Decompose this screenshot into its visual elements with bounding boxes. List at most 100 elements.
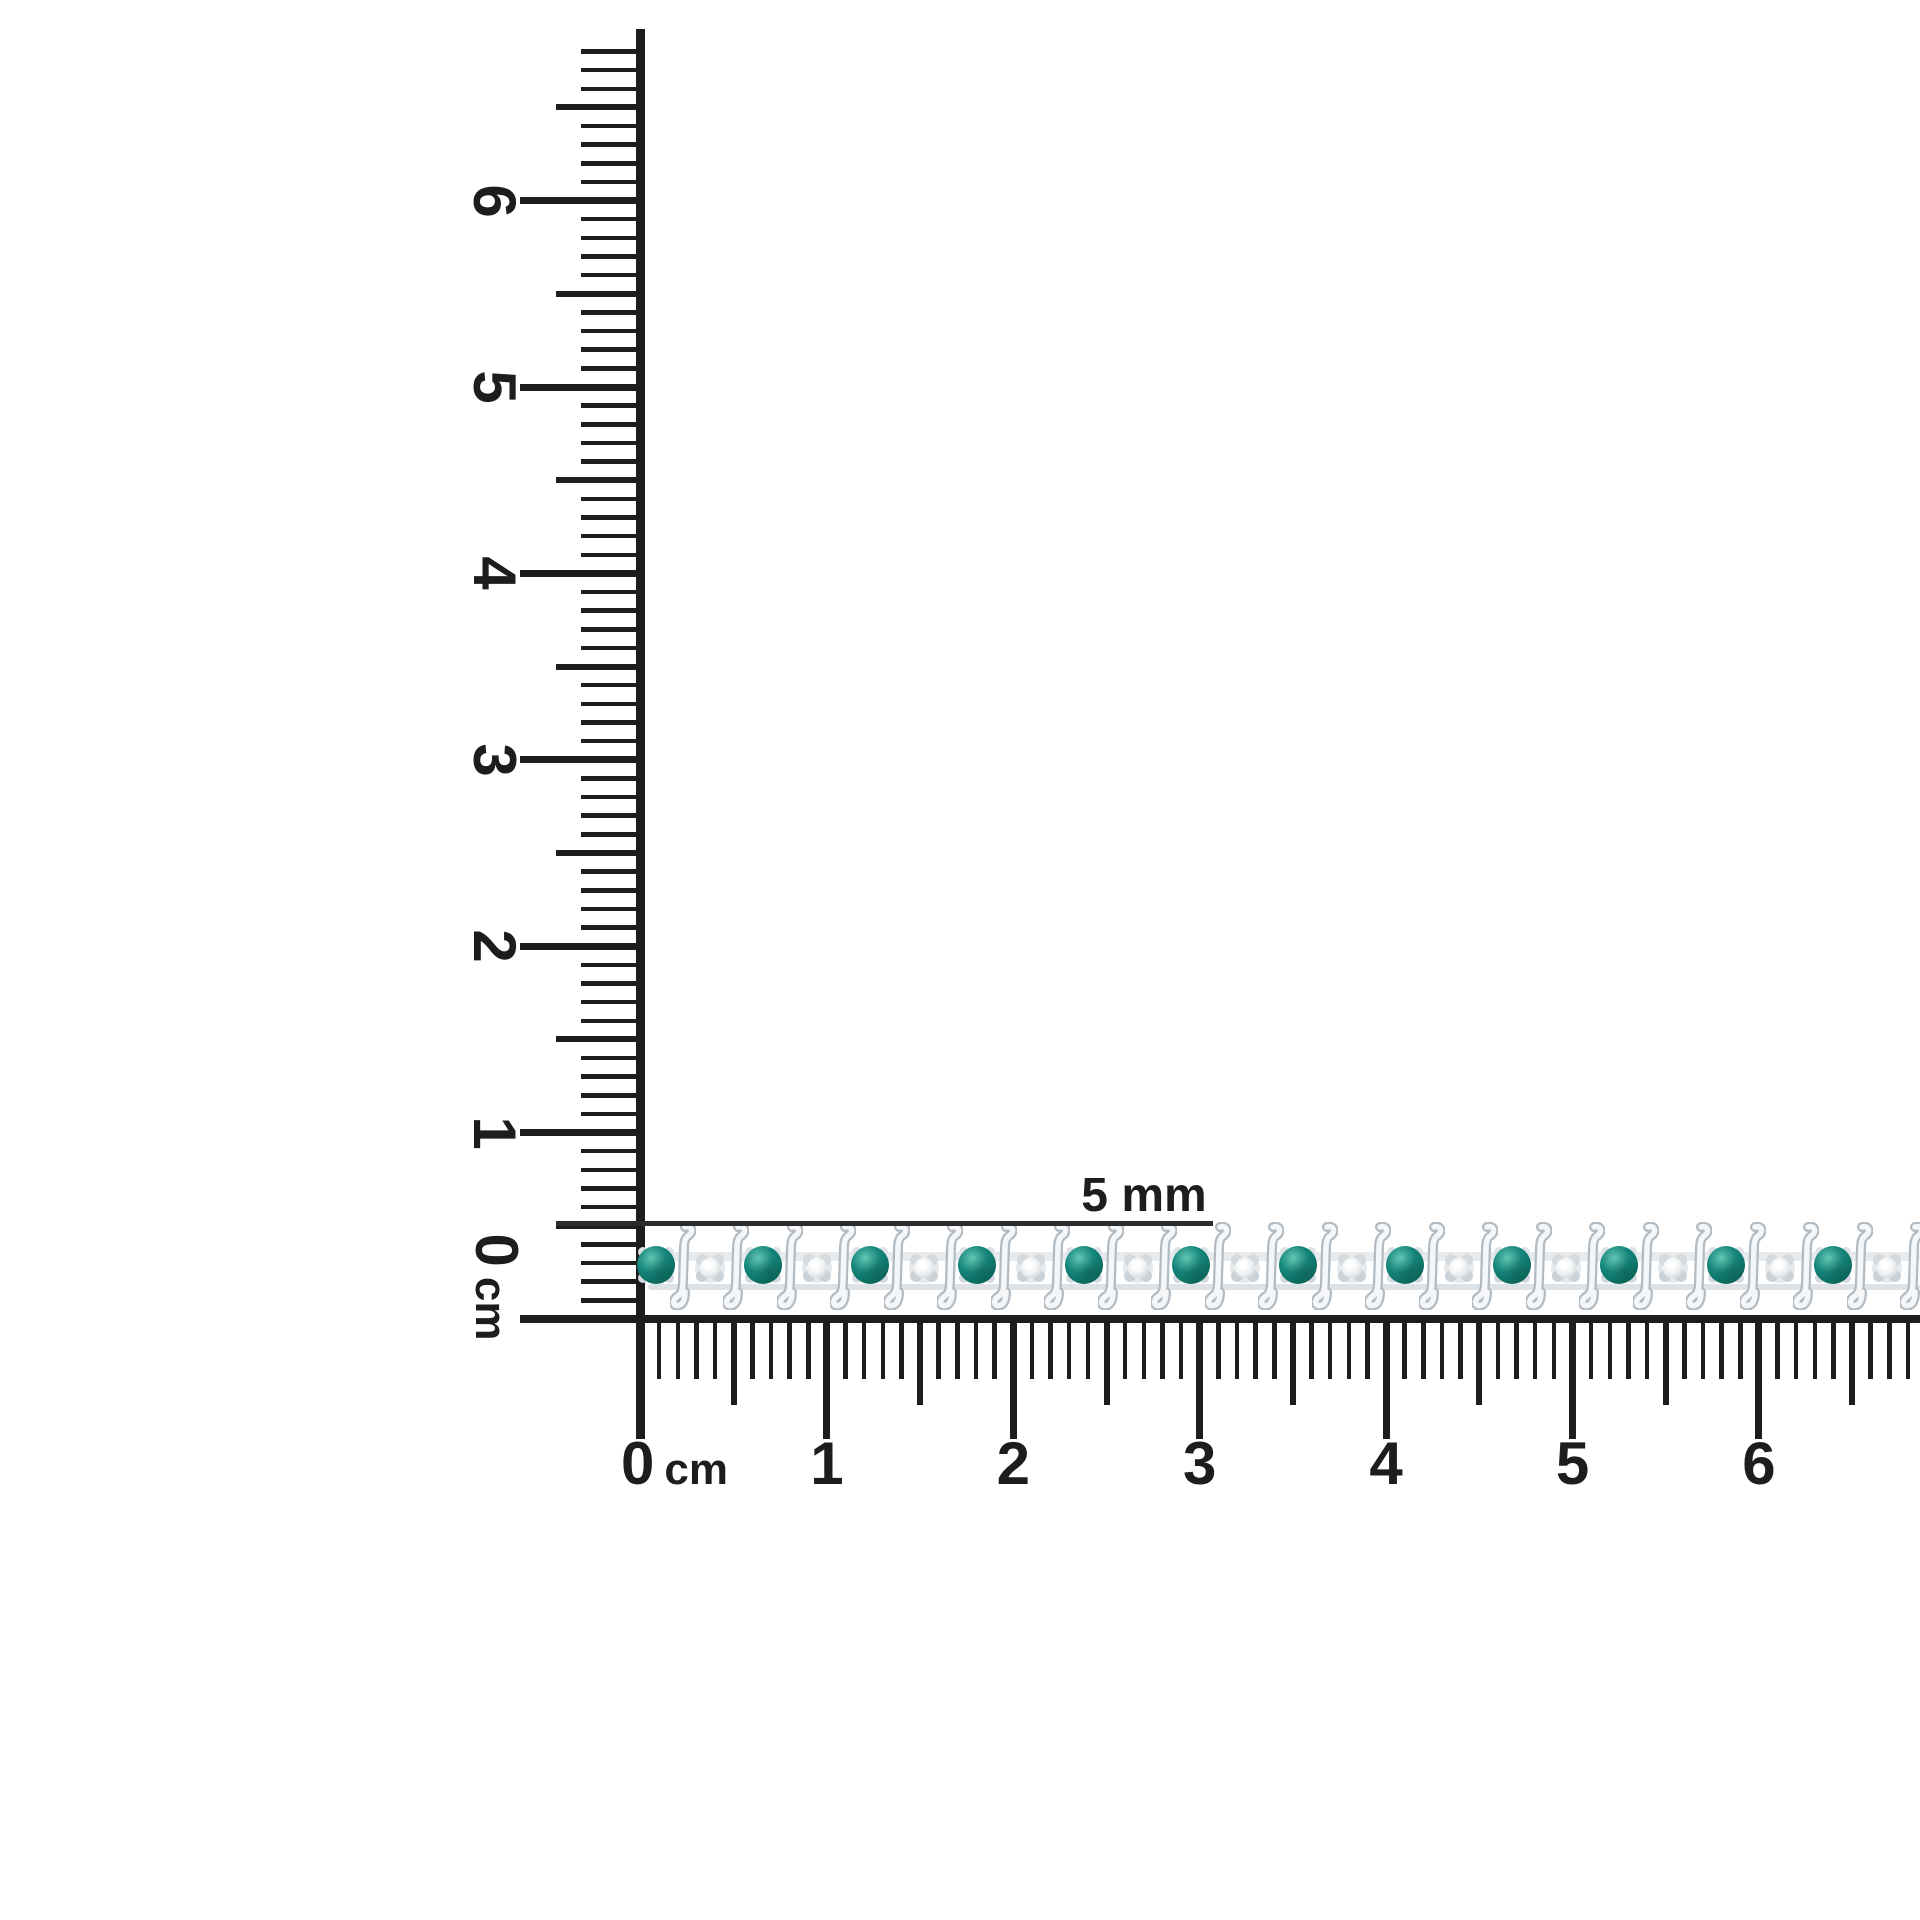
- horizontal-half-cm-tick: [730, 1323, 737, 1405]
- vertical-mm-tick: [581, 515, 636, 520]
- s-link: [989, 1221, 1018, 1315]
- vertical-mm-tick: [581, 869, 636, 874]
- vertical-mm-tick: [581, 235, 636, 241]
- bracelet-band-bar: [648, 1284, 1920, 1290]
- vertical-zero-digit: 0: [463, 1233, 530, 1267]
- vertical-ruler-number: 6: [461, 183, 528, 218]
- horizontal-zero-digit: 0: [621, 1430, 655, 1497]
- s-link: [1363, 1221, 1392, 1315]
- s-link: [1684, 1221, 1713, 1315]
- s-link: [775, 1221, 804, 1315]
- vertical-mm-tick: [581, 701, 636, 707]
- vertical-mm-tick: [581, 1298, 636, 1303]
- horizontal-ruler-number: 5: [1555, 1430, 1590, 1497]
- vertical-half-cm-tick: [556, 477, 636, 484]
- vertical-mm-tick: [581, 347, 636, 352]
- vertical-mm-tick: [581, 1204, 636, 1210]
- vertical-mm-tick: [581, 142, 636, 147]
- vertical-ruler-zero-label: 0 cm: [463, 1234, 530, 1341]
- emerald-stone: [1065, 1246, 1103, 1284]
- horizontal-cm-tick: [1009, 1323, 1017, 1439]
- horizontal-unit-label: cm: [664, 1445, 728, 1494]
- horizontal-mm-tick: [861, 1323, 867, 1379]
- vertical-half-cm-tick: [556, 1036, 636, 1043]
- vertical-mm-tick: [581, 533, 636, 539]
- s-link: [1149, 1221, 1178, 1315]
- diamond-stone: [1662, 1258, 1683, 1278]
- diamond-stone: [1555, 1258, 1576, 1278]
- horizontal-mm-tick: [1066, 1323, 1072, 1379]
- horizontal-half-cm-tick: [1849, 1323, 1856, 1405]
- horizontal-mm-tick: [1029, 1323, 1035, 1379]
- horizontal-mm-tick: [712, 1323, 718, 1379]
- emerald-stone: [1814, 1246, 1852, 1284]
- horizontal-half-cm-tick: [1289, 1323, 1296, 1405]
- s-link: [1738, 1221, 1767, 1315]
- diamond-stone: [913, 1258, 934, 1278]
- horizontal-cm-tick: [1382, 1323, 1390, 1439]
- vertical-mm-tick: [581, 1093, 636, 1098]
- diamond-stone: [806, 1258, 827, 1278]
- vertical-mm-tick: [581, 906, 636, 912]
- horizontal-mm-tick: [1160, 1323, 1165, 1379]
- vertical-mm-tick: [581, 403, 636, 408]
- vertical-mm-tick: [581, 366, 636, 371]
- vertical-mm-tick: [581, 682, 636, 688]
- horizontal-mm-tick: [1588, 1323, 1594, 1379]
- horizontal-mm-tick: [1141, 1323, 1147, 1379]
- emerald-stone: [1493, 1246, 1531, 1284]
- horizontal-mm-tick: [1514, 1323, 1519, 1379]
- vertical-mm-tick: [581, 310, 636, 315]
- diamond-stone: [1448, 1258, 1469, 1278]
- vertical-cm-tick: [520, 756, 636, 764]
- emerald-stone: [1600, 1246, 1638, 1284]
- vertical-mm-tick: [581, 179, 636, 185]
- vertical-half-cm-tick: [556, 104, 636, 111]
- vertical-mm-tick: [581, 86, 636, 91]
- dimension-line: [556, 1221, 1213, 1226]
- diamond-stone: [699, 1258, 720, 1278]
- horizontal-half-cm-tick: [1103, 1323, 1110, 1405]
- vertical-mm-tick: [581, 794, 636, 800]
- vertical-mm-tick: [581, 1148, 636, 1154]
- vertical-mm-tick: [581, 981, 636, 986]
- vertical-half-cm-tick: [556, 663, 636, 670]
- vertical-mm-tick: [581, 589, 636, 595]
- horizontal-mm-tick: [675, 1323, 681, 1379]
- horizontal-mm-tick: [1738, 1323, 1743, 1379]
- diamond-stone: [1341, 1258, 1362, 1278]
- vertical-mm-tick: [581, 1242, 636, 1247]
- horizontal-cm-tick: [1569, 1323, 1576, 1439]
- diamond-stone: [1769, 1258, 1790, 1278]
- s-link: [1417, 1221, 1446, 1315]
- vertical-ruler-number: 2: [461, 929, 528, 963]
- vertical-mm-tick: [581, 776, 636, 781]
- horizontal-mm-tick: [1253, 1323, 1258, 1379]
- vertical-mm-tick: [581, 459, 636, 464]
- emerald-stone: [1707, 1246, 1745, 1284]
- s-link: [1524, 1221, 1553, 1315]
- emerald-stone: [1279, 1246, 1317, 1284]
- vertical-mm-tick: [581, 925, 636, 930]
- horizontal-mm-tick: [992, 1323, 997, 1379]
- s-link: [721, 1221, 750, 1315]
- horizontal-mm-tick: [750, 1323, 755, 1379]
- horizontal-mm-tick: [1626, 1323, 1631, 1379]
- horizontal-ruler-number: 6: [1742, 1430, 1776, 1497]
- horizontal-mm-tick: [1905, 1323, 1911, 1379]
- horizontal-mm-tick: [1327, 1323, 1333, 1379]
- vertical-half-cm-tick: [556, 850, 636, 856]
- horizontal-mm-tick: [1719, 1323, 1724, 1379]
- horizontal-mm-tick: [1868, 1323, 1873, 1379]
- diamond-stone: [1876, 1258, 1897, 1278]
- vertical-mm-tick: [581, 552, 636, 557]
- horizontal-half-cm-tick: [917, 1323, 924, 1405]
- horizontal-mm-tick: [880, 1323, 886, 1379]
- s-link: [1310, 1221, 1339, 1315]
- diamond-stone: [1020, 1258, 1041, 1278]
- emerald-stone: [744, 1246, 782, 1284]
- horizontal-mm-tick: [787, 1323, 792, 1379]
- horizontal-mm-tick: [1551, 1323, 1557, 1379]
- s-link: [935, 1221, 964, 1315]
- vertical-unit-label: cm: [466, 1276, 515, 1341]
